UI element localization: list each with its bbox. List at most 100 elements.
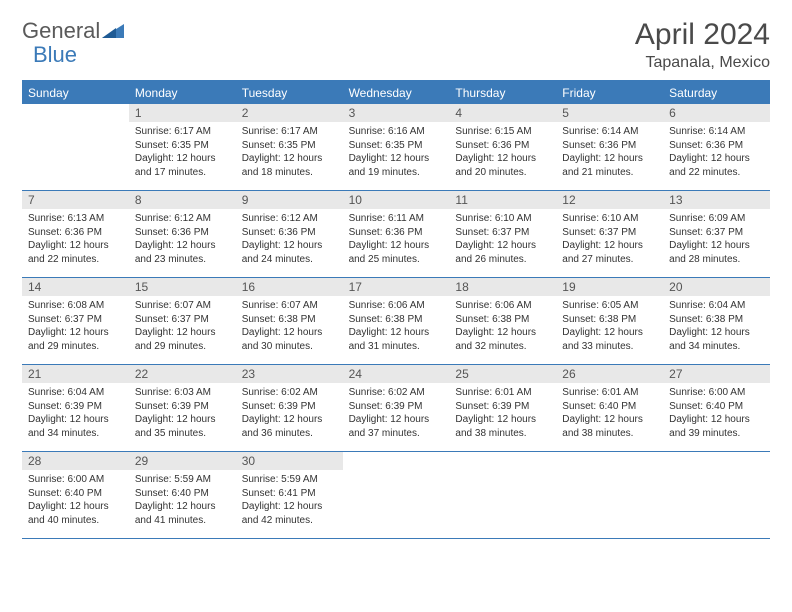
cell-body: Sunrise: 6:09 AMSunset: 6:37 PMDaylight:… xyxy=(663,209,770,270)
daylight-text: Daylight: 12 hours and 20 minutes. xyxy=(455,152,550,179)
sunset-text: Sunset: 6:38 PM xyxy=(242,313,337,327)
cell-body: Sunrise: 6:17 AMSunset: 6:35 PMDaylight:… xyxy=(236,122,343,183)
cell-body: Sunrise: 6:06 AMSunset: 6:38 PMDaylight:… xyxy=(343,296,450,357)
daylight-text: Daylight: 12 hours and 19 minutes. xyxy=(349,152,444,179)
daylight-text: Daylight: 12 hours and 25 minutes. xyxy=(349,239,444,266)
calendar-cell: 26Sunrise: 6:01 AMSunset: 6:40 PMDayligh… xyxy=(556,365,663,451)
daylight-text: Daylight: 12 hours and 36 minutes. xyxy=(242,413,337,440)
day-header-row: Sunday Monday Tuesday Wednesday Thursday… xyxy=(22,82,770,104)
cell-body: Sunrise: 6:05 AMSunset: 6:38 PMDaylight:… xyxy=(556,296,663,357)
sunset-text: Sunset: 6:37 PM xyxy=(455,226,550,240)
week-row: 21Sunrise: 6:04 AMSunset: 6:39 PMDayligh… xyxy=(22,365,770,452)
day-label-mon: Monday xyxy=(129,82,236,104)
sunrise-text: Sunrise: 6:10 AM xyxy=(455,212,550,226)
day-number: 2 xyxy=(236,104,343,122)
sunrise-text: Sunrise: 6:16 AM xyxy=(349,125,444,139)
day-label-thu: Thursday xyxy=(449,82,556,104)
cell-body xyxy=(22,108,129,115)
sunrise-text: Sunrise: 5:59 AM xyxy=(242,473,337,487)
cell-body: Sunrise: 6:04 AMSunset: 6:38 PMDaylight:… xyxy=(663,296,770,357)
day-number: 14 xyxy=(22,278,129,296)
location: Tapanala, Mexico xyxy=(635,54,770,72)
sunrise-text: Sunrise: 6:00 AM xyxy=(28,473,123,487)
day-number: 10 xyxy=(343,191,450,209)
day-number: 30 xyxy=(236,452,343,470)
day-number: 1 xyxy=(129,104,236,122)
daylight-text: Daylight: 12 hours and 30 minutes. xyxy=(242,326,337,353)
sunset-text: Sunset: 6:40 PM xyxy=(28,487,123,501)
day-label-tue: Tuesday xyxy=(236,82,343,104)
calendar-cell: 30Sunrise: 5:59 AMSunset: 6:41 PMDayligh… xyxy=(236,452,343,538)
day-label-sat: Saturday xyxy=(663,82,770,104)
logo-text-blue: Blue xyxy=(33,42,77,68)
day-number: 12 xyxy=(556,191,663,209)
weeks-container: 1Sunrise: 6:17 AMSunset: 6:35 PMDaylight… xyxy=(22,104,770,539)
cell-body: Sunrise: 5:59 AMSunset: 6:41 PMDaylight:… xyxy=(236,470,343,531)
cell-body: Sunrise: 6:14 AMSunset: 6:36 PMDaylight:… xyxy=(556,122,663,183)
sunset-text: Sunset: 6:39 PM xyxy=(349,400,444,414)
sunrise-text: Sunrise: 6:14 AM xyxy=(669,125,764,139)
calendar-cell: 21Sunrise: 6:04 AMSunset: 6:39 PMDayligh… xyxy=(22,365,129,451)
sunset-text: Sunset: 6:41 PM xyxy=(242,487,337,501)
calendar-cell: 18Sunrise: 6:06 AMSunset: 6:38 PMDayligh… xyxy=(449,278,556,364)
cell-body: Sunrise: 6:02 AMSunset: 6:39 PMDaylight:… xyxy=(343,383,450,444)
daylight-text: Daylight: 12 hours and 29 minutes. xyxy=(135,326,230,353)
day-label-fri: Friday xyxy=(556,82,663,104)
cell-body xyxy=(556,456,663,463)
calendar-cell xyxy=(556,452,663,538)
daylight-text: Daylight: 12 hours and 41 minutes. xyxy=(135,500,230,527)
week-row: 1Sunrise: 6:17 AMSunset: 6:35 PMDaylight… xyxy=(22,104,770,191)
header: General April 2024 Tapanala, Mexico xyxy=(22,18,770,72)
calendar-cell: 23Sunrise: 6:02 AMSunset: 6:39 PMDayligh… xyxy=(236,365,343,451)
sunset-text: Sunset: 6:37 PM xyxy=(135,313,230,327)
calendar-cell: 1Sunrise: 6:17 AMSunset: 6:35 PMDaylight… xyxy=(129,104,236,190)
day-number: 6 xyxy=(663,104,770,122)
sunset-text: Sunset: 6:36 PM xyxy=(562,139,657,153)
calendar-cell xyxy=(343,452,450,538)
sunrise-text: Sunrise: 6:15 AM xyxy=(455,125,550,139)
daylight-text: Daylight: 12 hours and 32 minutes. xyxy=(455,326,550,353)
daylight-text: Daylight: 12 hours and 31 minutes. xyxy=(349,326,444,353)
day-number: 7 xyxy=(22,191,129,209)
sunrise-text: Sunrise: 6:09 AM xyxy=(669,212,764,226)
calendar-cell: 28Sunrise: 6:00 AMSunset: 6:40 PMDayligh… xyxy=(22,452,129,538)
sunset-text: Sunset: 6:36 PM xyxy=(242,226,337,240)
cell-body: Sunrise: 6:02 AMSunset: 6:39 PMDaylight:… xyxy=(236,383,343,444)
cell-body xyxy=(663,456,770,463)
logo-text-general: General xyxy=(22,18,100,44)
cell-body: Sunrise: 6:04 AMSunset: 6:39 PMDaylight:… xyxy=(22,383,129,444)
daylight-text: Daylight: 12 hours and 38 minutes. xyxy=(562,413,657,440)
sunset-text: Sunset: 6:37 PM xyxy=(669,226,764,240)
day-number: 3 xyxy=(343,104,450,122)
sunset-text: Sunset: 6:36 PM xyxy=(135,226,230,240)
calendar-cell: 7Sunrise: 6:13 AMSunset: 6:36 PMDaylight… xyxy=(22,191,129,277)
sunset-text: Sunset: 6:37 PM xyxy=(562,226,657,240)
day-number: 23 xyxy=(236,365,343,383)
sunset-text: Sunset: 6:36 PM xyxy=(349,226,444,240)
daylight-text: Daylight: 12 hours and 35 minutes. xyxy=(135,413,230,440)
sunset-text: Sunset: 6:36 PM xyxy=(455,139,550,153)
calendar-cell: 5Sunrise: 6:14 AMSunset: 6:36 PMDaylight… xyxy=(556,104,663,190)
cell-body: Sunrise: 6:15 AMSunset: 6:36 PMDaylight:… xyxy=(449,122,556,183)
daylight-text: Daylight: 12 hours and 27 minutes. xyxy=(562,239,657,266)
cell-body: Sunrise: 6:03 AMSunset: 6:39 PMDaylight:… xyxy=(129,383,236,444)
sunrise-text: Sunrise: 6:00 AM xyxy=(669,386,764,400)
day-number: 11 xyxy=(449,191,556,209)
sunrise-text: Sunrise: 6:02 AM xyxy=(242,386,337,400)
daylight-text: Daylight: 12 hours and 34 minutes. xyxy=(669,326,764,353)
daylight-text: Daylight: 12 hours and 42 minutes. xyxy=(242,500,337,527)
sunset-text: Sunset: 6:38 PM xyxy=(562,313,657,327)
daylight-text: Daylight: 12 hours and 17 minutes. xyxy=(135,152,230,179)
calendar-cell: 4Sunrise: 6:15 AMSunset: 6:36 PMDaylight… xyxy=(449,104,556,190)
cell-body: Sunrise: 6:00 AMSunset: 6:40 PMDaylight:… xyxy=(663,383,770,444)
day-number: 15 xyxy=(129,278,236,296)
title-block: April 2024 Tapanala, Mexico xyxy=(635,18,770,72)
day-number: 26 xyxy=(556,365,663,383)
sunrise-text: Sunrise: 6:04 AM xyxy=(669,299,764,313)
calendar-cell: 22Sunrise: 6:03 AMSunset: 6:39 PMDayligh… xyxy=(129,365,236,451)
calendar-cell xyxy=(449,452,556,538)
day-number: 9 xyxy=(236,191,343,209)
day-label-wed: Wednesday xyxy=(343,82,450,104)
sunrise-text: Sunrise: 6:14 AM xyxy=(562,125,657,139)
day-number: 27 xyxy=(663,365,770,383)
